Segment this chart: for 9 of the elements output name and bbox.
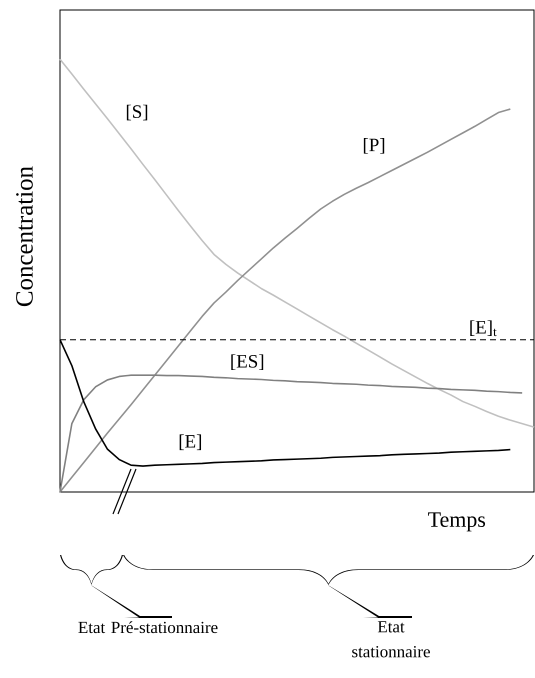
series-label: [P] <box>364 138 384 154</box>
text: Etat stationnaire <box>352 621 430 658</box>
series-label: [ES] <box>231 354 264 370</box>
ref-line-label: [E]$_{t}$ <box>470 320 497 336</box>
series-label: [S] <box>126 104 148 120</box>
y-axis-title: Concentration <box>16 166 33 306</box>
x-axis-title: Temps <box>428 512 486 532</box>
text: Etat Pré-stationnaire <box>78 621 218 634</box>
series-label: [E] <box>180 434 202 450</box>
